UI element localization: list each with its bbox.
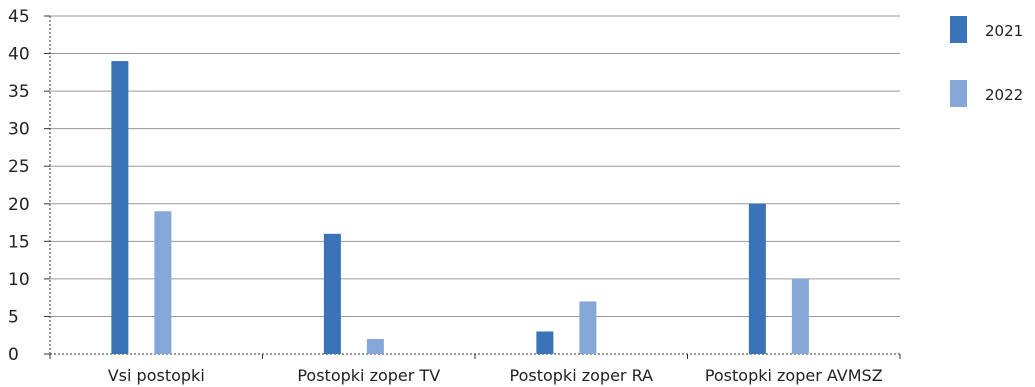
y-axis-ticks: 0 5 10 15 20 25 30 35 40 45 bbox=[8, 7, 50, 365]
legend-swatch-2022 bbox=[950, 80, 967, 107]
legend-swatch-2021 bbox=[950, 16, 967, 43]
legend-label: 2022 bbox=[985, 86, 1023, 104]
x-category-label: Postopki zoper TV bbox=[297, 366, 440, 385]
legend: 2021 2022 bbox=[950, 16, 1023, 107]
bar-2021-3 bbox=[748, 203, 766, 354]
axes bbox=[49, 16, 901, 359]
y-tick-label: 20 bbox=[8, 195, 30, 215]
bar-2022-0 bbox=[154, 211, 172, 354]
y-tick-label: 0 bbox=[8, 345, 19, 365]
x-category-label: Postopki zoper RA bbox=[510, 366, 654, 385]
y-tick-label: 45 bbox=[8, 7, 30, 27]
y-tick-label: 35 bbox=[8, 82, 30, 102]
x-category-label: Postopki zoper AVMSZ bbox=[705, 366, 883, 385]
bar-2021-1 bbox=[323, 233, 341, 354]
bar-2022-3 bbox=[791, 278, 809, 354]
legend-label: 2021 bbox=[985, 22, 1023, 40]
y-tick-label: 15 bbox=[8, 232, 30, 252]
x-category-label: Vsi postopki bbox=[108, 366, 205, 385]
y-tick-label: 40 bbox=[8, 45, 30, 65]
bars bbox=[111, 61, 809, 355]
bar-2021-2 bbox=[536, 331, 554, 354]
x-axis-labels: Vsi postopki Postopki zoper TV Postopki zo… bbox=[108, 366, 883, 385]
bar-2022-1 bbox=[366, 338, 384, 354]
y-tick-label: 10 bbox=[8, 270, 30, 290]
gridlines bbox=[50, 15, 900, 317]
bar-2021-0 bbox=[111, 61, 129, 355]
y-tick-label: 30 bbox=[8, 120, 30, 140]
bar-2022-2 bbox=[579, 301, 597, 354]
y-tick-label: 5 bbox=[8, 307, 19, 327]
y-tick-label: 25 bbox=[8, 157, 30, 177]
